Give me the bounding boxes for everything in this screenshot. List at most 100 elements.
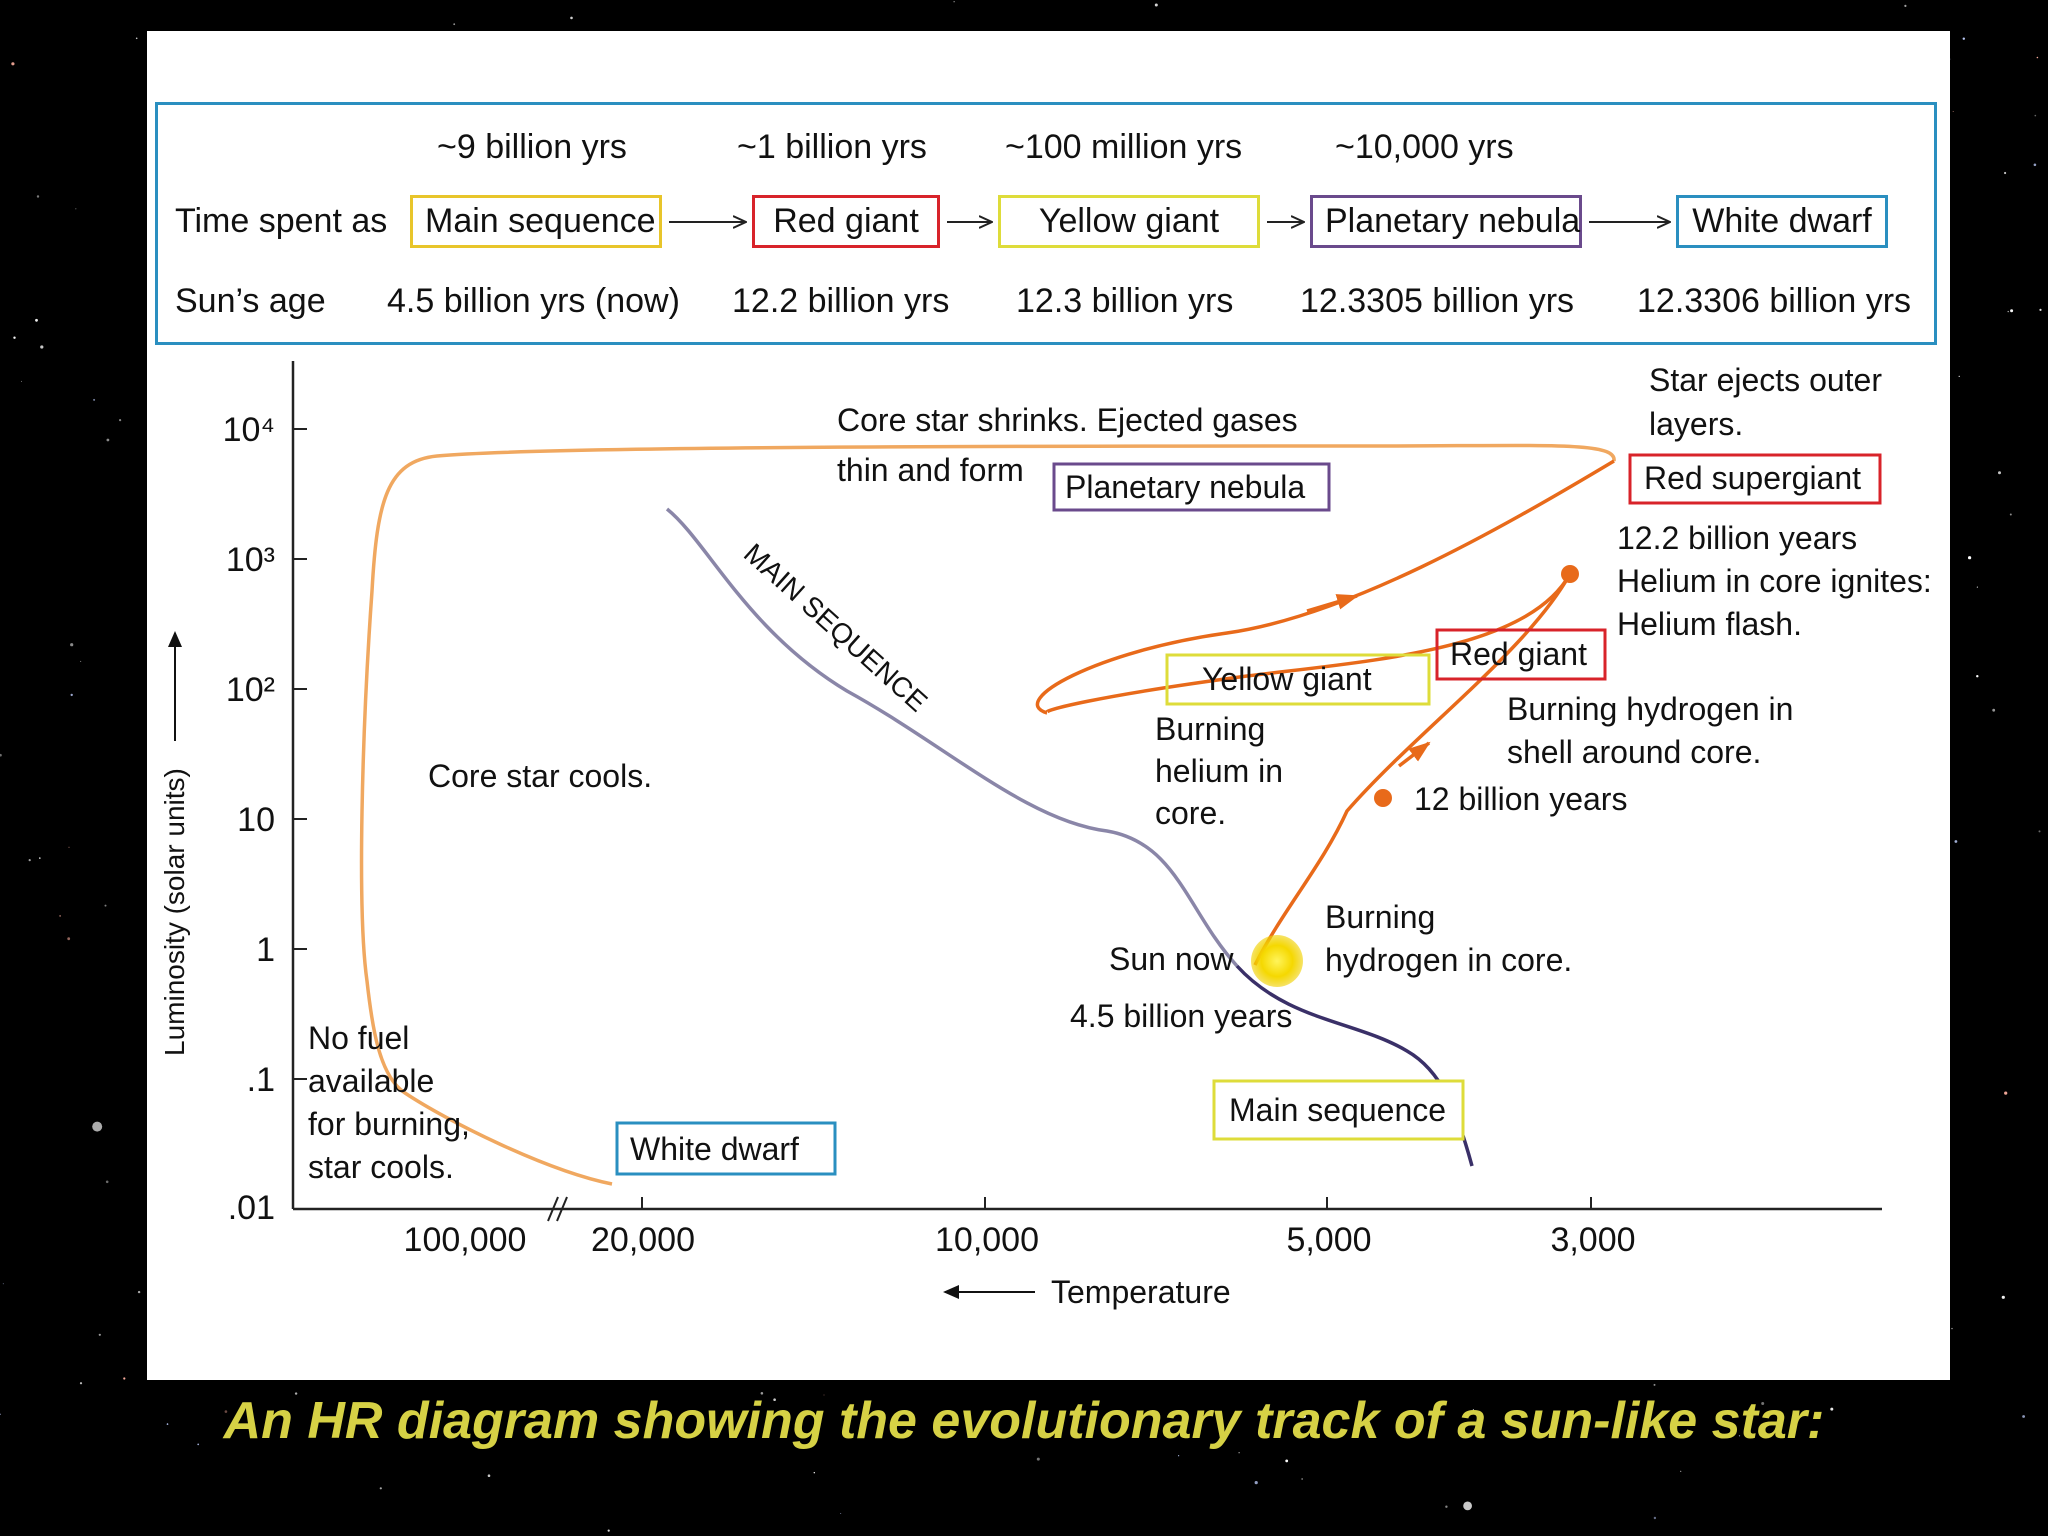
- note-sun-age: 4.5 billion years: [1070, 998, 1292, 1034]
- star-dot: [40, 345, 44, 349]
- star-dot: [1951, 1327, 1953, 1330]
- star-dot: [11, 62, 15, 66]
- box-red-giant: [1435, 628, 1607, 681]
- star-dot: [1761, 1402, 1765, 1405]
- star-dot: [106, 438, 110, 442]
- star-dot: [953, 1, 955, 3]
- star-dot: [197, 1443, 200, 1446]
- stage-box-planetary-nebula: Planetary nebula: [1310, 195, 1582, 248]
- x-tick-label-3000: 3,000: [1550, 1221, 1635, 1259]
- star-dot: [104, 904, 107, 907]
- star-dot: [79, 1382, 83, 1385]
- note-helium-3: Helium flash.: [1617, 606, 1802, 642]
- star-dot: [1976, 586, 1978, 588]
- x-axis-break-1: [547, 1196, 559, 1222]
- x-tick-label-5000: 5,000: [1286, 1221, 1371, 1259]
- star-dot: [1780, 1418, 1783, 1421]
- star-dot: [224, 1410, 228, 1413]
- star-dot: [840, 1513, 842, 1514]
- note-twelve-billion: 12 billion years: [1414, 781, 1627, 817]
- star-dot: [28, 859, 31, 862]
- note-hydrogen-core-2: hydrogen in core.: [1325, 942, 1572, 978]
- star-dot: [70, 693, 73, 697]
- red-giant-track: [1253, 573, 1572, 966]
- sun-dot: [1251, 935, 1303, 987]
- sun-age-label: Sun’s age: [175, 282, 326, 320]
- star-dot: [1992, 708, 1996, 712]
- age-main-sequence: 4.5 billion yrs (now): [387, 282, 680, 320]
- caption: An HR diagram showing the evolutionary t…: [223, 1392, 1825, 1450]
- diagram-panel: ~9 billion yrs ~1 billion yrs ~100 milli…: [147, 31, 1950, 1380]
- twelve-billion-dot: [1374, 789, 1392, 807]
- note-burning-helium-1: Burning: [1155, 711, 1265, 747]
- hr-diagram: 10⁴ 10³ 10² 10 1 .1 .01 Luminosity (sola…: [159, 361, 1932, 1310]
- star-dot: [1445, 1505, 1448, 1508]
- note-no-fuel-1: No fuel: [308, 1020, 409, 1056]
- star-dot: [2036, 56, 2039, 59]
- note-hydrogen-core-1: Burning: [1325, 899, 1435, 935]
- note-shell-2: shell around core.: [1507, 734, 1761, 770]
- star-dot: [1036, 1457, 1040, 1461]
- helium-flash-dot: [1561, 565, 1579, 583]
- box-main-sequence-label: Main sequence: [1229, 1092, 1446, 1128]
- box-planetary-nebula: [1052, 462, 1331, 512]
- star-dot: [1472, 1409, 1474, 1411]
- star-dot: [2010, 309, 2014, 313]
- box-red-giant-label: Red giant: [1450, 636, 1587, 672]
- star-dot: [1416, 1418, 1420, 1421]
- star-dot: [1238, 1452, 1240, 1454]
- box-yellow-giant: [1165, 653, 1431, 706]
- star-dot: [294, 1392, 298, 1395]
- star-dot: [607, 1529, 610, 1532]
- duration-main-sequence: ~9 billion yrs: [437, 128, 627, 166]
- note-core-shrinks-1: Core star shrinks. Ejected gases: [837, 402, 1298, 438]
- star-dot: [67, 937, 71, 941]
- box-yellow-giant-label: Yellow giant: [1202, 661, 1372, 697]
- box-planetary-nebula-label: Planetary nebula: [1065, 469, 1305, 505]
- timeline-arrows: [669, 31, 1950, 351]
- star-dot: [21, 380, 22, 382]
- star-dot: [1302, 1414, 1306, 1418]
- star-dot: [1954, 840, 1958, 843]
- star-dot: [2034, 114, 2037, 117]
- star-dot: [135, 37, 138, 40]
- star-dot: [166, 1423, 169, 1425]
- star-dot: [311, 1421, 313, 1423]
- star-dot: [70, 643, 74, 647]
- age-yellow-giant: 12.3 billion yrs: [1016, 282, 1234, 320]
- star-dot: [2, 1283, 4, 1285]
- note-no-fuel-3: for burning,: [308, 1106, 470, 1142]
- star-dot: [1958, 375, 1960, 377]
- y-tick-label-1: 1: [256, 931, 275, 969]
- x-tick-label-20000: 20,000: [591, 1221, 695, 1259]
- age-white-dwarf: 12.3306 billion yrs: [1637, 282, 1912, 320]
- star-dot: [453, 23, 456, 26]
- box-main-sequence: [1212, 1079, 1465, 1141]
- y-tick-label-0.1: .1: [247, 1061, 275, 1099]
- star-dot: [2009, 513, 2012, 516]
- star-dot: [0, 1413, 1, 1415]
- note-burning-helium-2: helium in: [1155, 753, 1283, 789]
- note-no-fuel-4: star cools.: [308, 1149, 454, 1185]
- y-tick-label-1e4: 10⁴: [223, 411, 275, 449]
- star-dot: [1904, 4, 1907, 7]
- y-tick-label-1e3: 10³: [226, 541, 275, 579]
- note-core-cools: Core star cools.: [428, 758, 652, 794]
- box-red-supergiant-label: Red supergiant: [1644, 460, 1861, 496]
- y-axis-label: Luminosity (solar units): [159, 768, 190, 1056]
- star-dot: [1301, 1478, 1303, 1480]
- note-helium-2: Helium in core ignites:: [1617, 563, 1932, 599]
- x-tick-label-10000: 10,000: [935, 1221, 1039, 1259]
- star-dot: [75, 208, 77, 210]
- star-dot: [93, 398, 96, 401]
- star-dot: [379, 1487, 382, 1490]
- x-axis-break-2: [556, 1196, 568, 1222]
- stage-box-red-giant: Red giant: [752, 195, 940, 248]
- duration-red-giant: ~1 billion yrs: [737, 128, 927, 166]
- star-dot: [1962, 37, 1966, 40]
- star-dot: [2038, 830, 2041, 833]
- x-axis-label: Temperature: [1051, 1274, 1231, 1310]
- star-dot: [1952, 111, 1954, 112]
- note-ejects-2: layers.: [1649, 406, 1743, 442]
- note-no-fuel-2: available: [308, 1063, 434, 1099]
